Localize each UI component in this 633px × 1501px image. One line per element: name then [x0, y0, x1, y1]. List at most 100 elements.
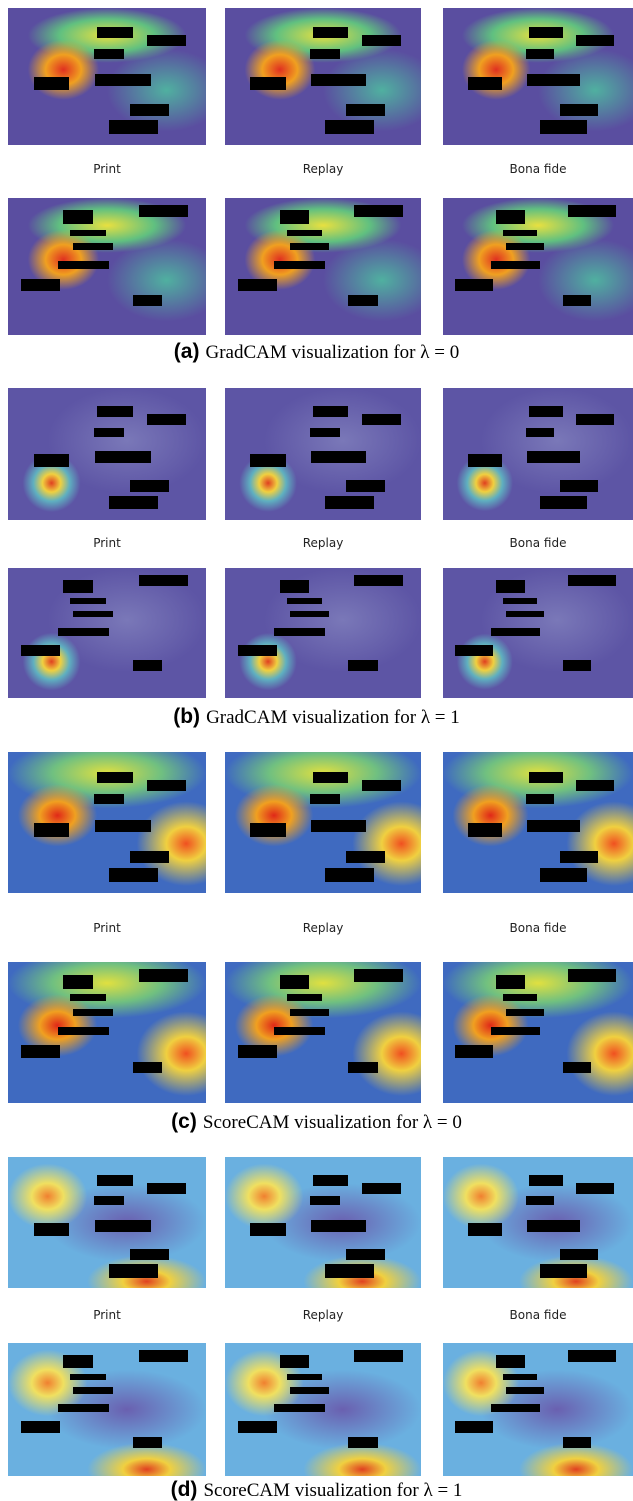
redaction-box	[94, 794, 124, 804]
redaction-box	[287, 230, 322, 237]
redaction-box	[147, 414, 187, 425]
redaction-box	[238, 1421, 277, 1433]
redaction-box	[563, 295, 592, 306]
heatmap-image	[443, 568, 633, 698]
redaction-box	[563, 1062, 592, 1073]
heatmap-image	[8, 198, 206, 335]
caption-text: GradCAM visualization for λ = 1	[206, 707, 460, 728]
redaction-box	[348, 1062, 377, 1073]
redaction-box	[73, 611, 113, 618]
redaction-box	[563, 1437, 592, 1448]
redaction-box	[21, 279, 61, 291]
redaction-box	[455, 1045, 493, 1058]
redaction-box	[287, 598, 322, 605]
redaction-box	[280, 210, 309, 224]
redaction-box	[109, 496, 159, 509]
heatmap-image	[225, 962, 421, 1103]
redaction-box	[94, 428, 124, 437]
heatmap-image	[443, 198, 633, 335]
redaction-box	[568, 205, 616, 217]
column-label: Replay	[223, 162, 423, 176]
redaction-box	[70, 1374, 106, 1381]
redaction-box	[139, 205, 189, 217]
column-label: Bona fide	[438, 162, 633, 176]
redaction-box	[274, 628, 325, 636]
redaction-box	[280, 975, 309, 989]
panel-label: (c)	[171, 1110, 197, 1133]
heatmap-image	[8, 568, 206, 698]
redaction-box	[58, 261, 109, 269]
heatmap-image	[8, 388, 206, 520]
redaction-box	[529, 772, 563, 783]
redaction-box	[540, 868, 588, 882]
redaction-box	[311, 1220, 366, 1232]
heatmap-image	[8, 1157, 206, 1288]
panel-caption: (d) ScoreCAM visualization for λ = 1	[0, 1478, 633, 1501]
redaction-box	[354, 1350, 403, 1362]
redaction-box	[70, 994, 106, 1001]
redaction-box	[503, 1374, 537, 1381]
heatmap-image	[8, 1343, 206, 1476]
redaction-box	[310, 428, 339, 437]
redaction-box	[238, 279, 277, 291]
redaction-box	[491, 1404, 540, 1412]
redaction-box	[63, 580, 93, 593]
heatmap-image	[443, 962, 633, 1103]
redaction-box	[310, 1196, 339, 1205]
heatmap-image	[8, 962, 206, 1103]
redaction-box	[527, 74, 580, 86]
redaction-box	[529, 27, 563, 38]
redaction-box	[34, 823, 70, 837]
redaction-box	[63, 1355, 93, 1368]
redaction-box	[274, 261, 325, 269]
redaction-box	[250, 454, 285, 467]
redaction-box	[576, 780, 614, 791]
panel-caption: (a) GradCAM visualization for λ = 0	[0, 340, 633, 364]
redaction-box	[503, 230, 537, 237]
redaction-box	[348, 660, 377, 670]
redaction-box	[568, 1350, 616, 1362]
column-label: Print	[7, 1308, 207, 1322]
redaction-box	[468, 823, 502, 837]
redaction-box	[133, 295, 163, 306]
redaction-box	[290, 611, 329, 618]
redaction-box	[238, 1045, 277, 1058]
redaction-box	[95, 820, 150, 833]
heatmap-image	[225, 198, 421, 335]
redaction-box	[21, 645, 61, 657]
redaction-box	[274, 1404, 325, 1412]
redaction-box	[346, 851, 385, 864]
column-label: Bona fide	[438, 921, 633, 935]
redaction-box	[325, 120, 374, 134]
panel-label: (a)	[174, 340, 200, 363]
redaction-box	[362, 35, 401, 46]
redaction-box	[568, 969, 616, 982]
redaction-box	[70, 598, 106, 605]
column-label: Bona fide	[438, 1308, 633, 1322]
caption-text: GradCAM visualization for λ = 0	[206, 342, 460, 363]
redaction-box	[95, 1220, 150, 1232]
redaction-box	[97, 406, 133, 417]
redaction-box	[63, 975, 93, 989]
redaction-box	[139, 575, 189, 587]
redaction-box	[97, 1175, 133, 1185]
redaction-box	[73, 1009, 113, 1016]
heatmap-image	[443, 752, 633, 893]
redaction-box	[97, 27, 133, 38]
heatmap-image	[443, 388, 633, 520]
caption-text: ScoreCAM visualization for λ = 1	[203, 1480, 462, 1501]
redaction-box	[238, 645, 277, 657]
redaction-box	[354, 969, 403, 982]
heatmap-image	[443, 8, 633, 145]
figure: Print Replay Bona fide (a) GradCAM visualiz…	[0, 0, 633, 1501]
redaction-box	[311, 451, 366, 463]
heatmap-image	[443, 1343, 633, 1476]
redaction-box	[325, 496, 374, 509]
redaction-box	[527, 820, 580, 833]
redaction-box	[310, 794, 339, 804]
redaction-box	[362, 780, 401, 791]
redaction-box	[354, 575, 403, 587]
redaction-box	[503, 994, 537, 1001]
redaction-box	[455, 279, 493, 291]
redaction-box	[325, 868, 374, 882]
